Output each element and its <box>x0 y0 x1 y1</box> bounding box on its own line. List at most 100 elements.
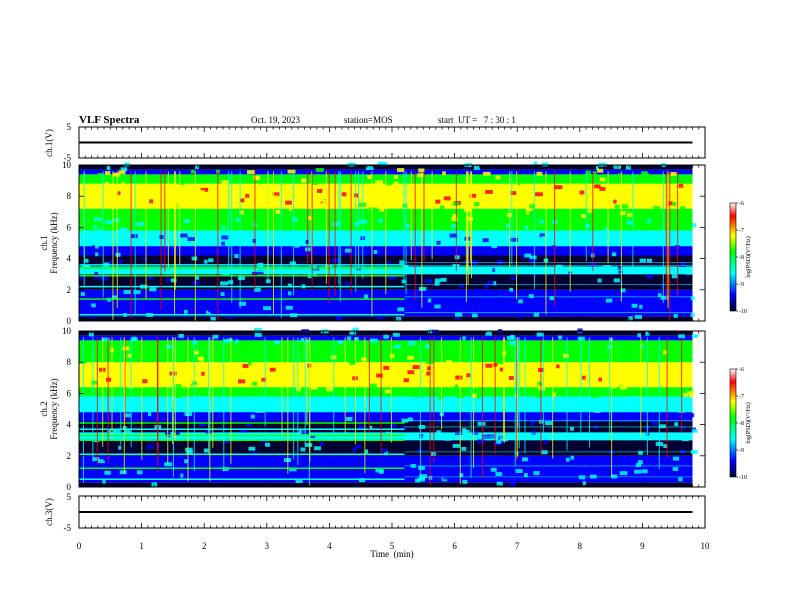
spectrum-cell <box>490 467 497 472</box>
spectrum-cell <box>246 170 255 175</box>
spectrum-cell <box>461 412 468 417</box>
spectrum-cell <box>437 348 442 353</box>
spectrum-cell <box>616 235 621 240</box>
spectrum-cell <box>524 253 532 258</box>
ch1-voltage-xticks <box>78 127 706 158</box>
spectrum-cell <box>417 477 425 482</box>
spectrum-cell <box>368 295 373 300</box>
spectrum-cell <box>246 422 252 427</box>
spectrum-cell <box>210 317 216 321</box>
spectrum-cell <box>277 379 285 384</box>
spectrum-band <box>79 421 693 433</box>
spectrum-cell <box>290 387 295 392</box>
spectrum-cell <box>627 192 635 197</box>
spectrum-cell <box>661 230 670 235</box>
spectrum-cell <box>210 237 217 242</box>
spectrum-cell <box>258 408 265 413</box>
spectrum-cell <box>510 191 517 195</box>
spectrum-cell <box>626 220 633 225</box>
spectrum-cell <box>220 292 225 296</box>
spectrum-cell <box>121 182 125 187</box>
spectrum-cell <box>473 184 478 189</box>
spectrum-cell <box>268 353 273 358</box>
spectrum-cell <box>436 240 441 245</box>
spectrum-cell <box>516 460 521 464</box>
spectrum-cell <box>124 428 131 433</box>
colorbar-tick-label: -8 <box>739 421 744 427</box>
spectrum-cell <box>320 441 324 446</box>
spectrum-cell <box>440 277 447 282</box>
spectrum-cell <box>314 446 321 451</box>
spectrum-cell <box>384 389 391 394</box>
spectrum-cell <box>354 249 361 254</box>
spectrum-cell <box>93 225 98 230</box>
x-tick-label: 9 <box>640 541 645 551</box>
spectrum-cell <box>228 403 237 407</box>
spectrum-cell <box>285 200 292 205</box>
spectrum-cell <box>579 190 585 195</box>
spectrum-cell <box>687 391 695 395</box>
spectrum-cell <box>599 186 606 191</box>
spectrum-cell <box>556 364 560 369</box>
spectrum-cell <box>528 294 534 299</box>
spectrum-cell <box>80 292 85 296</box>
spectrum-cell <box>200 455 208 460</box>
spectrum-cell <box>376 373 383 378</box>
spectrum-cell <box>186 450 193 455</box>
spectrum-cell <box>435 199 441 204</box>
spectrum-cell <box>425 360 434 365</box>
spectrum-cell <box>113 218 120 222</box>
spectrum-cell <box>393 181 399 186</box>
spectrum-cell <box>545 388 552 393</box>
spectrum-cell <box>356 241 363 246</box>
spectrum-cell <box>395 187 401 192</box>
spectrum-cell <box>663 350 668 355</box>
spectrum-cell <box>482 238 489 243</box>
spectrum-cell <box>94 274 102 279</box>
spectrum-cell <box>379 161 384 166</box>
spectrum-cell <box>104 171 111 175</box>
spectrum-cell <box>195 275 200 280</box>
spectrum-cell <box>654 291 662 296</box>
spectrum-cell <box>250 414 255 419</box>
spectrum-cell <box>477 408 483 413</box>
spectrum-cell <box>671 274 679 279</box>
spectrum-cell <box>509 341 517 346</box>
spectrum-cell <box>434 281 440 286</box>
spectrum-cell <box>118 233 126 237</box>
panel-ch1-voltage: 5 -5 ch.1(V) <box>44 122 706 163</box>
spectrum-cell <box>578 475 586 480</box>
spectrum-cell <box>641 413 649 418</box>
spectrum-cell <box>485 363 493 368</box>
spectrum-cell <box>366 464 371 469</box>
spectrum-cell <box>402 203 408 208</box>
spectrum-cell <box>255 176 260 181</box>
ch1-ylabel-line2: Frequency (kHz) <box>49 212 59 273</box>
spectrum-cell <box>445 413 453 418</box>
spectrum-cell <box>535 375 541 380</box>
spectrum-cell <box>358 424 366 429</box>
spectrum-cell <box>223 339 228 344</box>
spectrum-cell <box>548 377 552 382</box>
spectrum-cell <box>399 260 405 265</box>
spectrum-cell <box>190 169 195 174</box>
spectrum-cell <box>252 202 259 207</box>
spectrum-cell <box>646 219 652 224</box>
spectrum-cell <box>364 289 372 294</box>
spectrum-cell <box>401 414 406 419</box>
spectrum-cell <box>345 281 350 286</box>
spectrum-cell <box>82 264 89 269</box>
spectrum-cell <box>106 166 111 170</box>
spectrum-cell <box>443 304 448 309</box>
colorbar-label: log(PSD)(V²/Hz) <box>745 402 752 443</box>
spectrum-cell <box>539 233 545 238</box>
spectrum-cell <box>510 237 519 242</box>
spectrum-band <box>79 396 693 413</box>
spectrum-cell <box>443 475 450 480</box>
spectrum-cell <box>529 204 535 209</box>
spectrum-cell <box>101 337 110 342</box>
spectrum-cell <box>383 365 390 370</box>
y-tick-label: 6 <box>67 388 72 398</box>
panel-ch2-spectrogram: 0 2 4 6 8 10 ch.2 Frequency (kHz) -6 -7 -8 -9 -10… <box>39 326 752 492</box>
